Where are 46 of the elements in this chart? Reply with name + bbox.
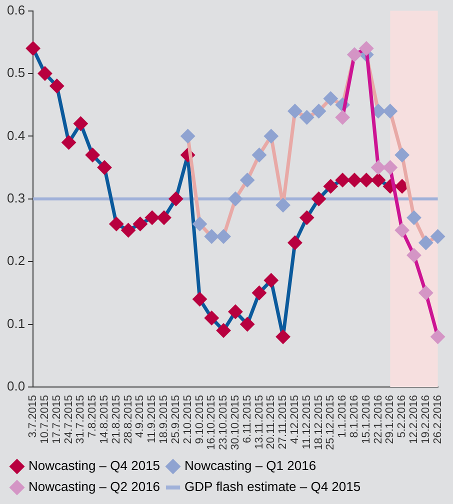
y-tick-label: 0.4 bbox=[6, 128, 26, 143]
x-tick-label: 20.11.2015 bbox=[265, 394, 278, 450]
x-tick-label: 27.11.2015 bbox=[277, 394, 290, 450]
x-tick-label: 13.11.2015 bbox=[253, 394, 266, 450]
x-tick-label: 25.9.2015 bbox=[170, 394, 182, 444]
x-tick-label: 23.10.2015 bbox=[218, 394, 230, 450]
x-tick-label: 8.1.2016 bbox=[348, 394, 361, 438]
x-tick-label: 1.1.2016 bbox=[336, 394, 349, 438]
y-tick-label: 0.5 bbox=[6, 65, 26, 80]
x-tick-label: 17.7.2015 bbox=[50, 394, 63, 444]
x-tick-label: 7.8.2015 bbox=[86, 394, 99, 438]
x-tick-label: 9.10.2015 bbox=[194, 394, 206, 444]
x-tick-label: 24.7.2015 bbox=[62, 394, 75, 444]
x-tick-label: 19.2.2016 bbox=[420, 394, 432, 444]
x-tick-label: 18.12.2015 bbox=[312, 394, 325, 450]
legend-label: Nowcasting – Q4 2015 bbox=[28, 458, 160, 474]
x-tick-label: 4.12.2015 bbox=[288, 394, 301, 444]
legend-label: Nowcasting – Q1 2016 bbox=[184, 458, 316, 474]
x-tick-label: 21.8.2015 bbox=[110, 394, 122, 444]
x-tick-label: 15.1.2016 bbox=[360, 394, 372, 444]
x-tick-label: 30.10.2015 bbox=[229, 394, 242, 450]
x-tick-label: 16.10.2015 bbox=[206, 394, 218, 450]
x-tick-label: 11.12.2015 bbox=[300, 394, 313, 450]
x-tick-label: 2.10.2015 bbox=[182, 394, 194, 444]
y-tick-label: 0.3 bbox=[6, 190, 26, 206]
x-tick-label: 11.9.2015 bbox=[146, 394, 158, 444]
x-tick-label: 5.2.2016 bbox=[396, 394, 408, 438]
y-tick-label: 0.1 bbox=[6, 316, 26, 331]
x-tick-label: 29.1.2016 bbox=[384, 394, 396, 444]
x-tick-label: 4.9.2015 bbox=[134, 394, 146, 438]
y-tick-label: 0.6 bbox=[6, 2, 26, 18]
legend-label: Nowcasting – Q2 2016 bbox=[28, 479, 160, 494]
legend-label: GDP flash estimate – Q4 2015 bbox=[184, 479, 361, 494]
x-tick-label: 28.8.2015 bbox=[122, 394, 134, 444]
x-tick-label: 12.2.2016 bbox=[408, 394, 420, 444]
x-tick-label: 3.7.2015 bbox=[27, 394, 40, 438]
x-tick-label: 22.1.2016 bbox=[372, 394, 384, 444]
x-tick-label: 14.8.2015 bbox=[98, 394, 111, 444]
x-tick-label: 18.9.2015 bbox=[158, 394, 170, 444]
x-tick-label: 10.7.2015 bbox=[39, 394, 52, 444]
x-tick-label: 25.12.2015 bbox=[324, 394, 337, 450]
y-tick-label: 0.2 bbox=[6, 253, 26, 268]
y-tick-label: 0.0 bbox=[6, 378, 26, 394]
x-tick-label: 6.11.2015 bbox=[241, 394, 254, 444]
x-tick-label: 31.7.2015 bbox=[74, 394, 87, 444]
x-tick-label: 26.2.2016 bbox=[432, 394, 444, 444]
